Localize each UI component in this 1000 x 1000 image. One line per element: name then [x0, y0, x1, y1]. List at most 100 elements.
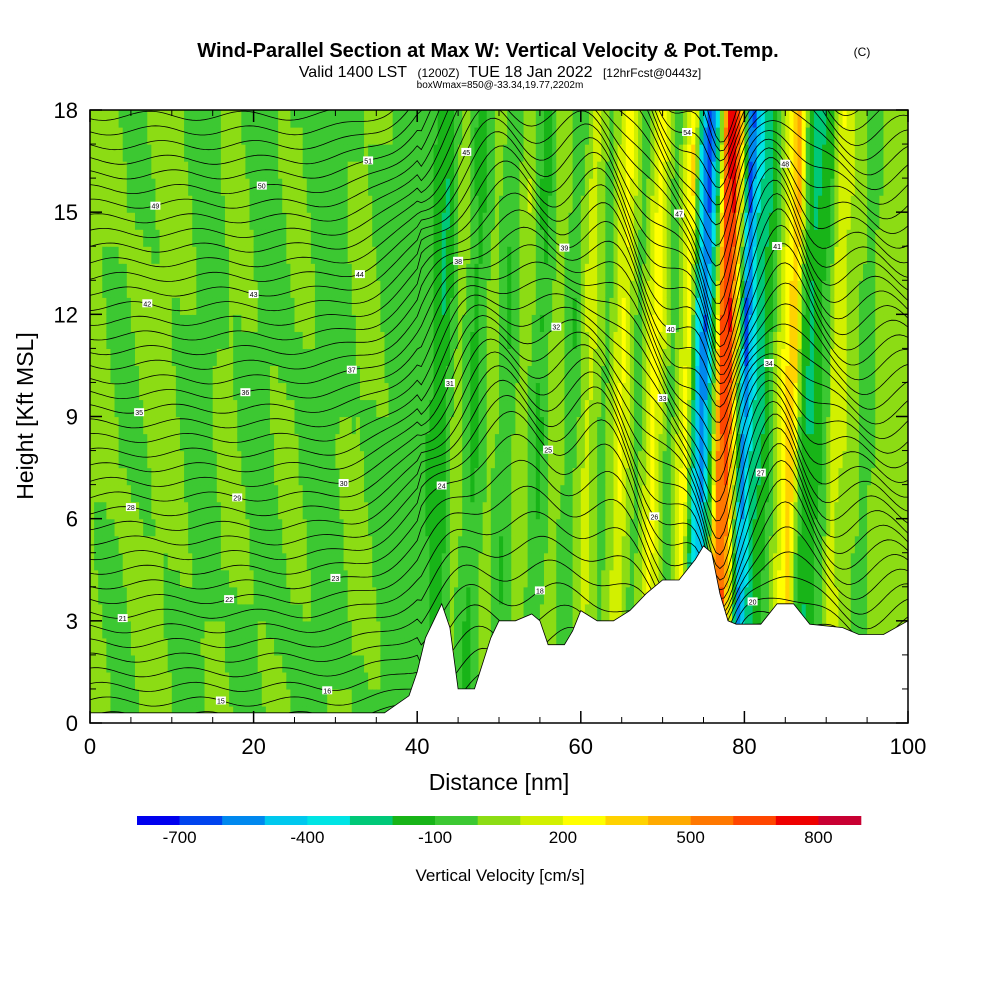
w-cell	[314, 212, 320, 230]
w-cell	[388, 620, 394, 639]
w-cell	[171, 195, 177, 213]
w-cell	[629, 229, 635, 247]
w-cell	[298, 280, 304, 298]
w-cell	[588, 467, 594, 486]
w-cell	[368, 569, 373, 588]
w-cell	[409, 637, 414, 656]
w-cell	[175, 603, 181, 622]
w-cell	[175, 314, 181, 332]
w-cell	[576, 161, 582, 179]
w-cell	[404, 212, 410, 230]
w-cell	[126, 603, 132, 622]
w-cell	[376, 246, 381, 264]
w-cell	[531, 382, 537, 401]
w-cell	[372, 467, 377, 486]
w-cell	[629, 518, 635, 537]
w-cell	[576, 569, 582, 588]
w-cell	[106, 484, 112, 503]
w-cell	[298, 297, 304, 315]
w-cell	[376, 314, 381, 332]
w-cell	[580, 433, 586, 452]
w-cell	[646, 365, 651, 384]
w-cell	[642, 365, 647, 384]
w-cell	[650, 484, 656, 503]
w-cell	[261, 365, 267, 384]
w-cell	[404, 637, 410, 656]
w-cell	[290, 654, 296, 673]
w-cell	[478, 365, 484, 384]
w-cell	[216, 586, 222, 605]
w-cell	[143, 450, 148, 469]
w-cell	[327, 297, 332, 315]
w-cell	[507, 348, 512, 367]
w-cell	[593, 263, 598, 281]
w-cell	[466, 552, 471, 571]
w-cell	[216, 654, 222, 673]
w-cell	[130, 195, 136, 213]
w-cell	[261, 467, 267, 486]
w-cell	[204, 348, 210, 367]
w-cell	[110, 331, 116, 349]
w-cell	[208, 620, 214, 639]
w-cell	[327, 433, 332, 452]
w-cell	[306, 620, 312, 639]
w-cell	[601, 127, 606, 145]
w-cell	[130, 654, 136, 673]
w-cell	[139, 620, 144, 639]
w-cell	[139, 382, 144, 401]
w-cell	[290, 603, 296, 622]
w-cell	[380, 416, 386, 435]
w-cell	[531, 297, 537, 315]
w-cell	[388, 280, 394, 298]
w-cell	[204, 620, 210, 639]
w-cell	[143, 688, 148, 707]
w-cell	[601, 382, 606, 401]
w-cell	[466, 246, 471, 264]
w-cell	[302, 229, 308, 247]
w-cell	[503, 433, 508, 452]
w-cell	[449, 178, 455, 196]
w-cell	[302, 348, 308, 367]
w-cell	[241, 331, 247, 349]
w-cell	[224, 518, 230, 537]
w-cell	[220, 365, 226, 384]
w-cell	[404, 416, 410, 435]
w-cell	[560, 399, 566, 418]
w-cell	[449, 501, 455, 520]
w-cell	[204, 382, 210, 401]
w-cell	[539, 280, 545, 298]
w-cell	[269, 484, 275, 503]
w-cell	[433, 518, 439, 537]
w-cell	[306, 110, 312, 128]
w-cell	[212, 620, 218, 639]
w-cell	[106, 348, 112, 367]
w-cell	[413, 331, 418, 349]
w-cell	[441, 484, 447, 503]
w-cell	[134, 382, 140, 401]
w-cell	[130, 671, 136, 690]
w-cell	[175, 637, 181, 656]
w-cell	[265, 382, 271, 401]
w-cell	[151, 365, 157, 384]
w-cell	[314, 314, 320, 332]
w-cell	[527, 263, 533, 281]
w-cell	[204, 501, 210, 520]
w-cell	[482, 518, 488, 537]
w-cell	[163, 637, 169, 656]
w-cell	[274, 620, 279, 639]
w-cell	[597, 280, 602, 298]
w-cell	[413, 637, 418, 656]
w-cell	[552, 620, 557, 639]
w-cell	[143, 246, 148, 264]
w-cell	[237, 637, 242, 656]
w-cell	[98, 586, 103, 605]
w-cell	[265, 229, 271, 247]
w-cell	[196, 569, 202, 588]
w-cell	[155, 671, 161, 690]
w-cell	[625, 450, 631, 469]
w-cell	[90, 331, 95, 349]
w-cell	[323, 178, 328, 196]
w-cell	[122, 229, 128, 247]
w-cell	[151, 382, 157, 401]
w-cell	[184, 484, 189, 503]
